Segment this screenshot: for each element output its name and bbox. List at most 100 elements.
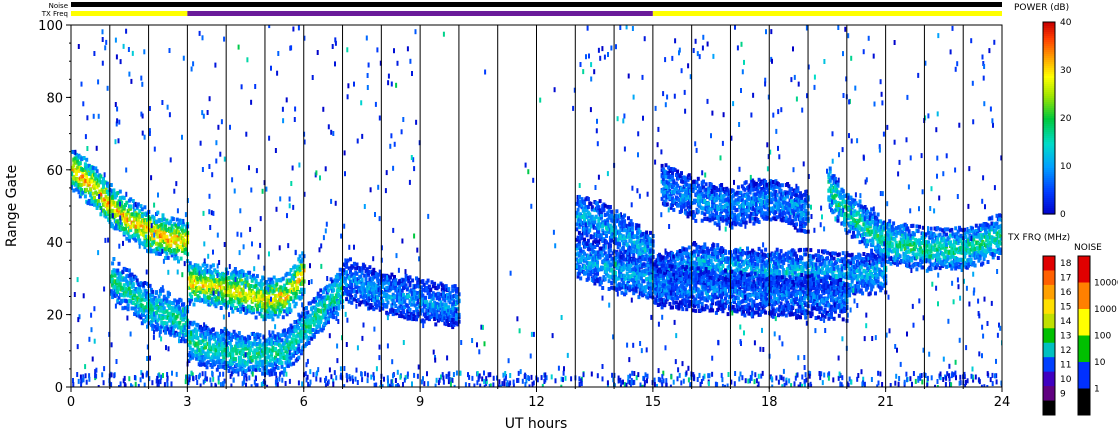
echo-cell (579, 276, 583, 281)
echo-cell (584, 205, 588, 209)
echo-cell (125, 236, 129, 241)
echo-cell (594, 240, 598, 245)
echo-cell (133, 232, 137, 237)
echo-cell (630, 222, 634, 227)
echo-cell (636, 235, 640, 240)
echo-cell (378, 306, 382, 311)
echo-cell (146, 281, 149, 286)
echo-cell (447, 312, 451, 317)
echo-cell (109, 192, 113, 197)
echo-cell (179, 339, 183, 344)
echo-cell (422, 302, 426, 307)
echo-cell (387, 277, 391, 282)
echo-cell (245, 280, 249, 285)
echo-cell (179, 309, 183, 314)
echo-cell (643, 289, 647, 293)
echo-cell (187, 268, 191, 273)
echo-cell (327, 306, 330, 311)
echo-cell (245, 352, 249, 357)
echo-cell (594, 258, 598, 262)
echo-cell (655, 259, 659, 264)
echo-cell (610, 262, 614, 267)
echo-cell (647, 257, 651, 262)
echo-cell (80, 188, 84, 193)
echo-cell (232, 291, 236, 296)
echo-cell (327, 316, 330, 321)
echo-cell (82, 156, 86, 160)
echo-cell (232, 299, 236, 304)
echo-cell (288, 358, 292, 363)
echo-cell (215, 367, 219, 372)
echo-cell (265, 347, 268, 351)
echo-cell (144, 305, 148, 310)
echo-cell (330, 279, 334, 284)
echo-cell (583, 251, 586, 256)
echo-cell (605, 234, 608, 238)
echo-cell (703, 242, 707, 247)
echo-cell (394, 304, 398, 308)
echo-cell (237, 300, 241, 304)
echo-cell (161, 288, 165, 293)
echo-cell (271, 317, 275, 322)
echo-cell (588, 228, 592, 233)
echo-cell (139, 306, 143, 311)
echo-cell (608, 248, 612, 253)
echo-cell (233, 267, 237, 271)
echo-cell (605, 269, 608, 274)
echo-cell (420, 285, 424, 290)
echo-cell (111, 290, 115, 295)
echo-cell (444, 302, 448, 307)
echo-cell (435, 301, 439, 306)
echo-cell (237, 331, 241, 335)
echo-cell (425, 300, 429, 305)
echo-cell (305, 324, 308, 329)
echo-cell (169, 232, 173, 237)
echo-cell (138, 240, 142, 245)
echo-cell (649, 282, 652, 287)
echo-cell (426, 278, 430, 283)
echo-cell (452, 320, 456, 325)
echo-cell (197, 352, 201, 357)
echo-cell (255, 348, 259, 353)
echo-cell (365, 288, 369, 293)
echo-cell (124, 227, 127, 231)
echo-cell (583, 219, 586, 224)
echo-cell (294, 338, 298, 343)
echo-cell (639, 276, 643, 281)
echo-cell (226, 281, 230, 286)
echo-cell (175, 314, 179, 319)
echo-cell (270, 301, 274, 305)
echo-cell (95, 206, 99, 210)
echo-cell (581, 241, 585, 246)
echo-cell (579, 251, 583, 256)
echo-cell (359, 274, 363, 279)
echo-cell (398, 314, 402, 318)
echo-cell (152, 216, 156, 220)
echo-cell (235, 341, 239, 346)
echo-cell (705, 259, 709, 264)
echo-cell (82, 182, 86, 187)
echo-cell (338, 288, 342, 293)
echo-cell (377, 278, 381, 283)
echo-cell (127, 217, 131, 222)
echo-cell (628, 232, 632, 237)
echo-cell (144, 234, 148, 239)
echo-cell (250, 358, 254, 363)
echo-cell (103, 197, 107, 202)
echo-cell (274, 309, 277, 314)
echo-cell (634, 277, 638, 281)
echo-cell (739, 255, 743, 260)
echo-cell (148, 283, 152, 288)
echo-cell (356, 277, 360, 282)
echo-cell (196, 336, 200, 340)
echo-cell (267, 337, 271, 342)
echo-cell (275, 282, 279, 287)
echo-cell (324, 312, 328, 317)
echo-cell (596, 271, 599, 276)
echo-cell (294, 283, 298, 288)
echo-cell (267, 307, 271, 312)
echo-cell (575, 257, 579, 262)
echo-cell (297, 326, 301, 330)
echo-cell (112, 200, 116, 205)
